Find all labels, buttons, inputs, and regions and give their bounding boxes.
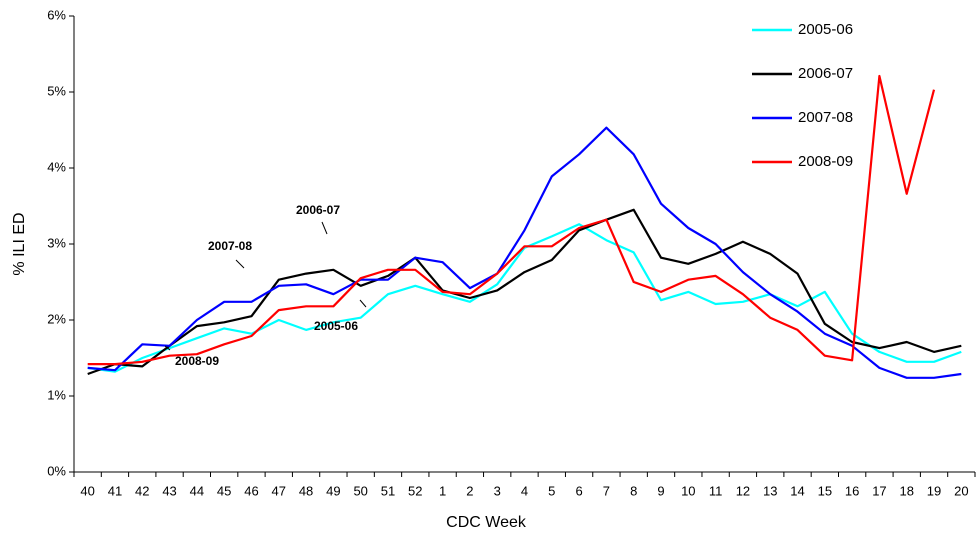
x-tick-label: 10: [681, 483, 695, 498]
x-tick-label: 6: [575, 483, 582, 498]
y-tick-label: 4%: [47, 159, 66, 174]
x-tick-label: 46: [244, 483, 258, 498]
series-line: [87, 208, 962, 376]
annotation: 2006-07: [296, 203, 340, 217]
annotation-leader: [164, 345, 171, 351]
y-tick-label: 2%: [47, 311, 66, 326]
x-tick-label: 3: [494, 483, 501, 498]
x-tick-label: 18: [900, 483, 914, 498]
legend-label: 2007-08: [798, 109, 853, 126]
annotation-leader: [321, 221, 328, 235]
y-tick-label: 1%: [47, 387, 66, 402]
legend-label: 2006-07: [798, 65, 853, 82]
x-tick-label: 14: [790, 483, 804, 498]
x-tick-label: 51: [381, 483, 395, 498]
x-tick-label: 47: [272, 483, 286, 498]
x-tick-label: 5: [548, 483, 555, 498]
series-line: [87, 74, 936, 366]
x-tick-label: 50: [353, 483, 367, 498]
x-tick-label: 4: [521, 483, 528, 498]
x-tick-label: 9: [657, 483, 664, 498]
x-tick-label: 11: [709, 483, 723, 498]
x-tick-label: 20: [954, 483, 968, 498]
y-tick-label: 0%: [47, 463, 66, 478]
x-tick-label: 19: [927, 483, 941, 498]
x-tick-label: 1: [439, 483, 446, 498]
x-tick-label: 48: [299, 483, 313, 498]
legend-label: 2008-09: [798, 153, 853, 170]
x-tick-label: 17: [872, 483, 886, 498]
x-tick-label: 45: [217, 483, 231, 498]
x-tick-label: 43: [162, 483, 176, 498]
x-tick-label: 42: [135, 483, 149, 498]
annotation: 2008-09: [175, 354, 219, 368]
x-tick-label: 44: [190, 483, 204, 498]
y-axis-title: % ILI ED: [11, 212, 28, 275]
x-tick-label: 41: [108, 483, 122, 498]
x-tick-label: 40: [80, 483, 94, 498]
legend-label: 2005-06: [798, 21, 853, 38]
annotation: 2007-08: [208, 239, 252, 253]
annotation: 2005-06: [314, 319, 358, 333]
y-tick-label: 3%: [47, 235, 66, 250]
x-tick-label: 13: [763, 483, 777, 498]
x-tick-label: 12: [736, 483, 750, 498]
y-tick-label: 5%: [47, 83, 66, 98]
x-tick-label: 16: [845, 483, 859, 498]
x-tick-label: 7: [603, 483, 610, 498]
annotation-leader: [235, 259, 245, 269]
x-tick-label: 49: [326, 483, 340, 498]
x-tick-label: 15: [818, 483, 832, 498]
x-tick-label: 52: [408, 483, 422, 498]
x-axis-title: CDC Week: [446, 514, 527, 531]
annotation-leader: [359, 299, 367, 308]
x-tick-label: 8: [630, 483, 637, 498]
y-tick-label: 6%: [47, 7, 66, 22]
series-line: [87, 126, 962, 379]
x-tick-label: 2: [466, 483, 473, 498]
